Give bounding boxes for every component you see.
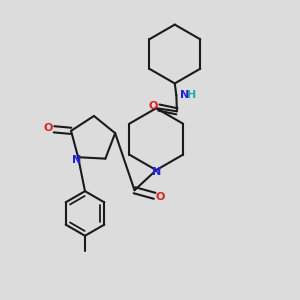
Text: H: H xyxy=(187,90,196,100)
Text: N: N xyxy=(72,155,81,165)
Text: O: O xyxy=(44,123,53,133)
Text: O: O xyxy=(149,101,158,111)
Text: N: N xyxy=(152,167,161,177)
Text: O: O xyxy=(155,192,165,203)
Text: N: N xyxy=(180,90,190,100)
